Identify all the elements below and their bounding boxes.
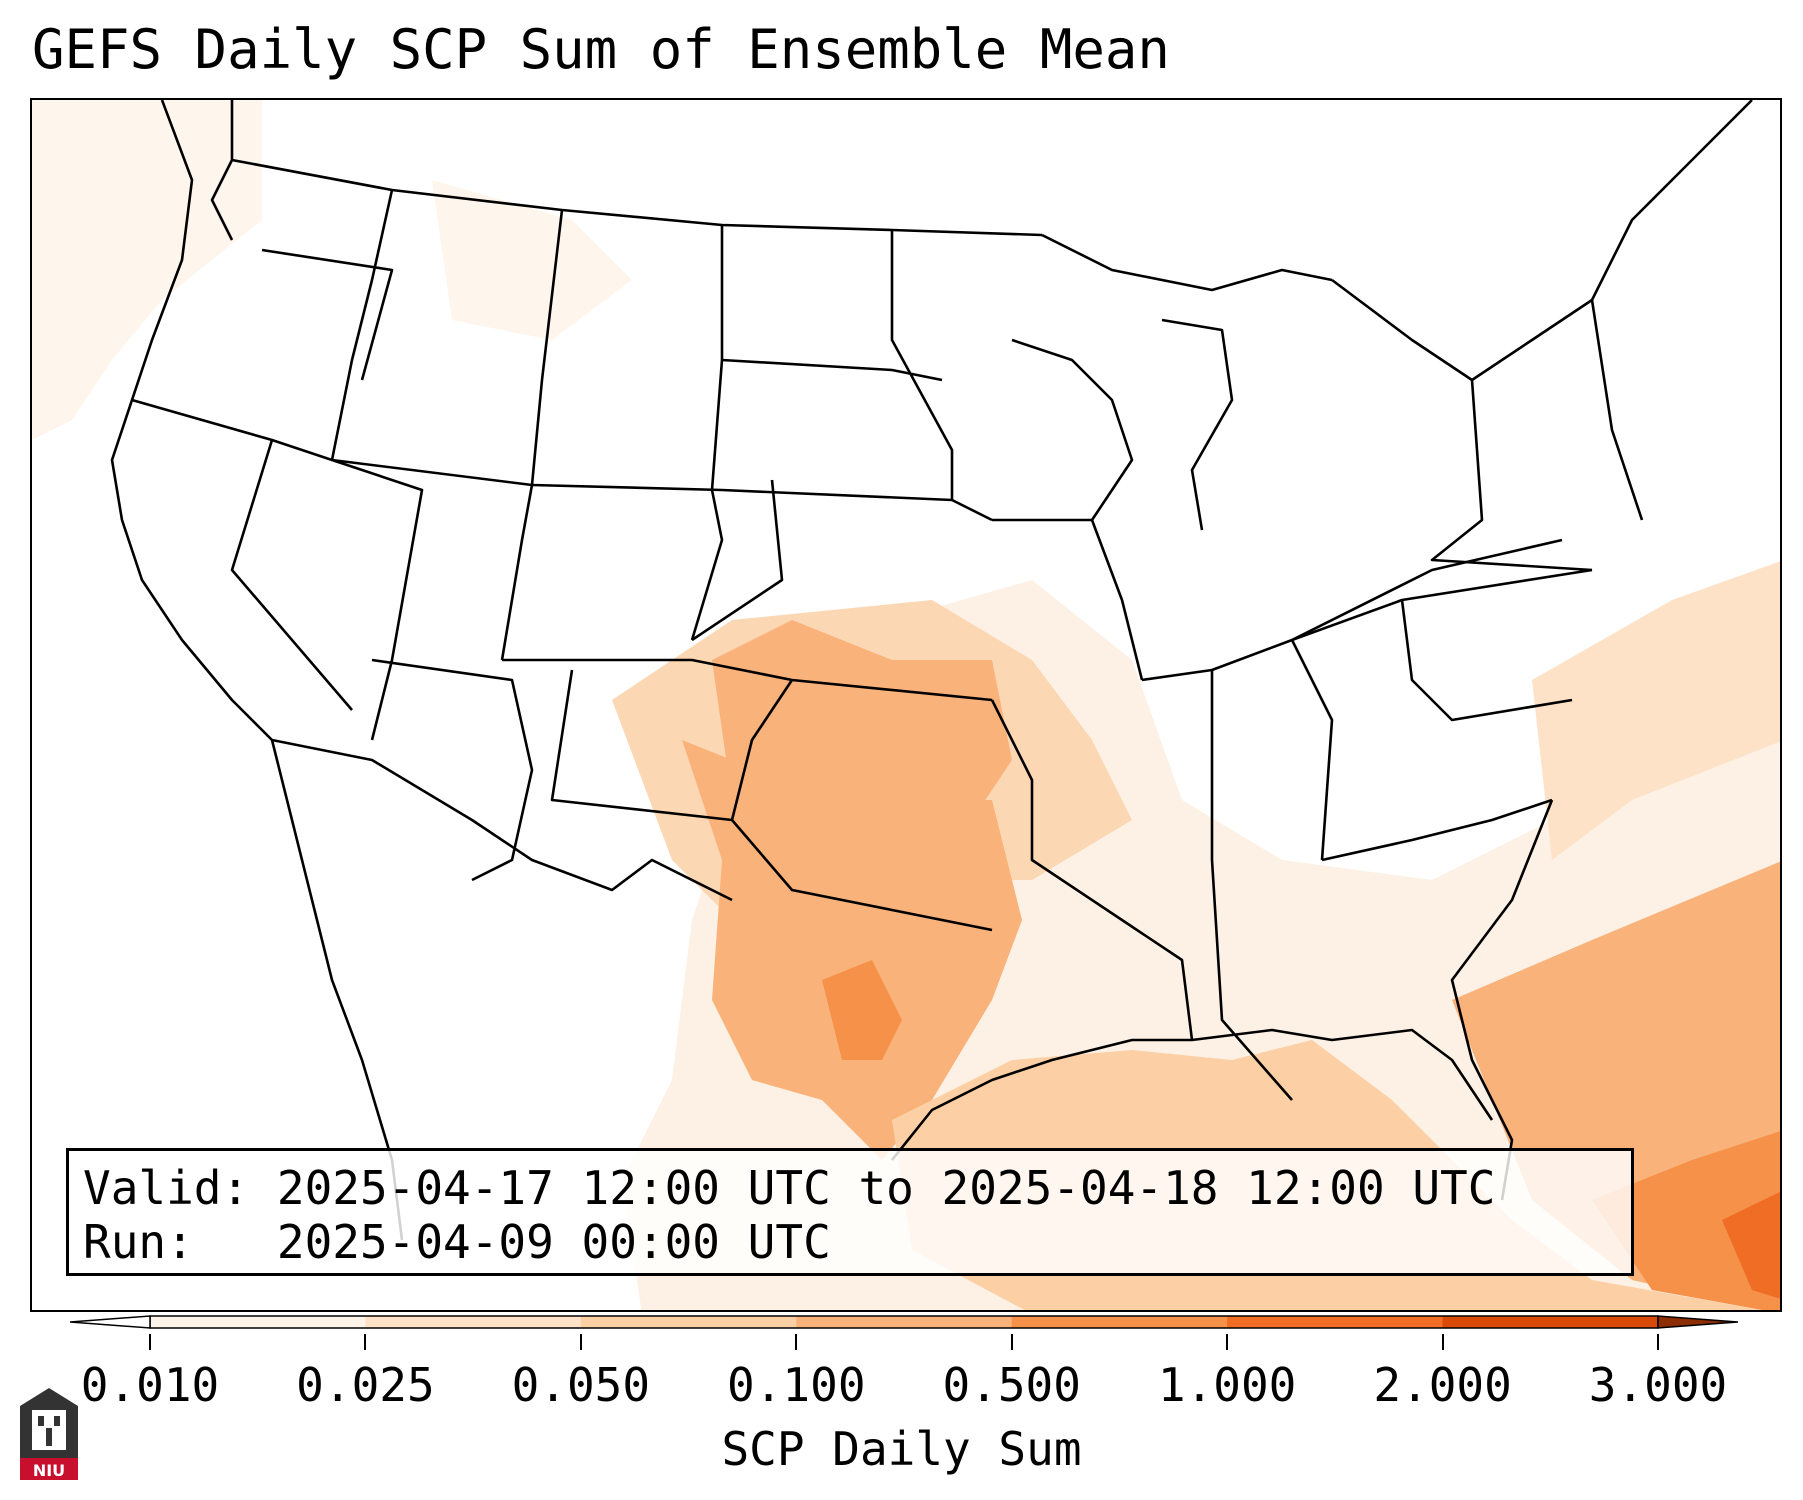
colorbar-under-arrow bbox=[70, 1315, 151, 1329]
colorbar-tick-label: 0.050 bbox=[511, 1358, 651, 1412]
colorbar-segments bbox=[149, 1315, 1659, 1329]
colorbar-tick-mark bbox=[579, 1334, 582, 1350]
scp-shading bbox=[32, 100, 1780, 1310]
map-borders bbox=[110, 100, 1753, 1241]
colorbar-tick-mark bbox=[1657, 1334, 1659, 1350]
colorbar-segment bbox=[580, 1316, 797, 1328]
colorbar-tick-label: 0.100 bbox=[727, 1358, 866, 1412]
colorbar-segment bbox=[1227, 1316, 1444, 1328]
run-value: 2025-04-09 00:00 UTC bbox=[276, 1215, 831, 1269]
colorbar-tick-mark bbox=[1010, 1334, 1013, 1350]
colorbar-segment bbox=[365, 1316, 582, 1328]
colorbar-tick-mark bbox=[364, 1334, 367, 1350]
run-label: Run: bbox=[83, 1215, 194, 1269]
scp-map bbox=[32, 100, 1780, 1310]
valid-row: Valid: 2025-04-17 12:00 UTC to 2025-04-1… bbox=[83, 1161, 1495, 1215]
colorbar-title: SCP Daily Sum bbox=[721, 1422, 1082, 1476]
colorbar-tick-label: 0.025 bbox=[296, 1358, 435, 1412]
colorbar-tick-label: 1.000 bbox=[1157, 1358, 1297, 1412]
colorbar-tick-mark bbox=[1226, 1334, 1229, 1350]
valid-label: Valid: bbox=[83, 1161, 250, 1215]
colorbar-over-arrow bbox=[1657, 1315, 1738, 1329]
colorbar-segment bbox=[150, 1316, 366, 1328]
colorbar-tick-label: 3.000 bbox=[1588, 1358, 1728, 1412]
colorbar-segment bbox=[1011, 1316, 1228, 1328]
colorbar-tick-label: 0.010 bbox=[80, 1358, 220, 1412]
colorbar-segment bbox=[796, 1316, 1013, 1328]
map-title: GEFS Daily SCP Sum of Ensemble Mean bbox=[32, 18, 1170, 81]
valid-run-info-box: Valid: 2025-04-17 12:00 UTC to 2025-04-1… bbox=[66, 1148, 1634, 1276]
map-panel bbox=[30, 98, 1782, 1312]
colorbar-tick-label: 0.500 bbox=[942, 1358, 1081, 1412]
colorbar-tick-mark bbox=[795, 1334, 798, 1350]
niu-logo-icon: NIU bbox=[20, 1388, 78, 1480]
logo-text: NIU bbox=[33, 1461, 65, 1480]
colorbar-tick-mark bbox=[149, 1334, 151, 1350]
colorbar-tick-label: 2.000 bbox=[1373, 1358, 1512, 1412]
colorbar-tick-mark bbox=[1441, 1334, 1444, 1350]
run-row: Run: 2025-04-09 00:00 UTC bbox=[83, 1215, 831, 1269]
valid-value: 2025-04-17 12:00 UTC to 2025-04-18 12:00… bbox=[276, 1161, 1496, 1215]
colorbar bbox=[70, 1315, 1738, 1329]
colorbar-segment bbox=[1442, 1316, 1659, 1328]
